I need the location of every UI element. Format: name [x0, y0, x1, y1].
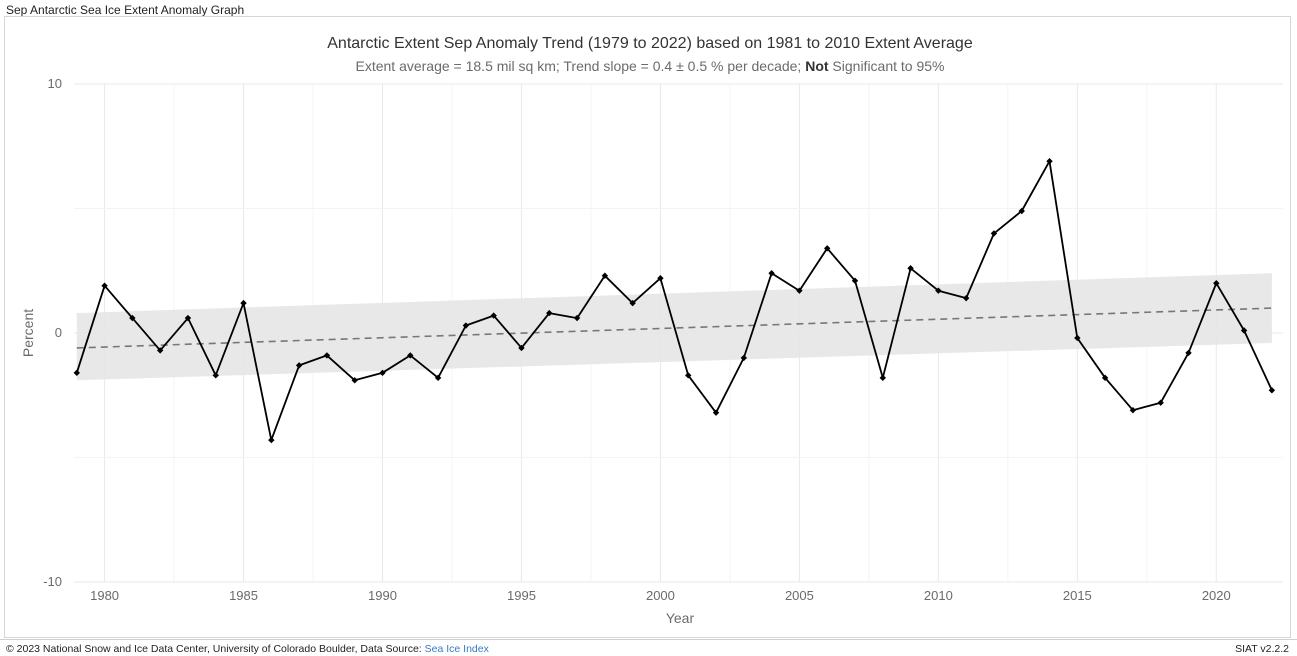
tick-labels: 1980 1985 1990 1995 2000 2005 2010 2015 2020 -10 0… — [43, 76, 1231, 603]
trend-line-layer — [76, 307, 1272, 349]
chart-frame — [4, 16, 1291, 638]
data-point — [490, 312, 497, 319]
data-point — [601, 272, 609, 279]
footer-credit-text: © 2023 National Snow and Ice Data Center… — [6, 643, 425, 655]
data-point — [156, 347, 164, 354]
data-point — [1157, 399, 1164, 406]
data-point — [685, 372, 692, 379]
data-point — [573, 314, 581, 322]
y-tick-label: 0 — [55, 325, 62, 340]
window-title: Sep Antarctic Sea Ice Extent Anomaly Gra… — [6, 3, 245, 17]
y-tick-label: -10 — [43, 574, 62, 589]
data-point — [518, 344, 525, 352]
data-point — [768, 270, 775, 277]
data-point — [962, 294, 970, 302]
y-tick-label: 10 — [48, 76, 62, 91]
data-point — [629, 299, 636, 307]
x-tick-label: 2010 — [924, 588, 953, 603]
trend-line — [76, 307, 1272, 349]
data-point — [657, 275, 664, 282]
footer-credit: © 2023 National Snow and Ice Data Center… — [6, 643, 489, 655]
data-point — [1046, 157, 1053, 165]
data-point — [295, 362, 303, 369]
x-tick-label: 2020 — [1202, 588, 1231, 603]
data-point — [240, 299, 247, 307]
chart-title: Antarctic Extent Sep Anomaly Trend (1979… — [327, 35, 973, 52]
x-tick-label: 1995 — [507, 588, 536, 603]
data-point — [434, 374, 442, 382]
data-point — [323, 352, 331, 359]
data-point — [212, 372, 219, 379]
footer: © 2023 National Snow and Ice Data Center… — [0, 639, 1297, 656]
data-point — [1129, 406, 1137, 414]
data-point — [796, 287, 803, 294]
data-point — [1185, 349, 1192, 357]
y-axis-title: Percent — [20, 309, 36, 357]
data-point — [1101, 374, 1109, 382]
data-point — [268, 436, 275, 444]
data-point — [351, 377, 358, 384]
version-label: SIAT v2.2.2 — [1235, 643, 1289, 655]
series-line — [75, 160, 1273, 442]
data-point — [740, 354, 748, 362]
x-tick-label: 1990 — [368, 588, 397, 603]
data-point — [379, 369, 386, 377]
x-tick-label: 1985 — [229, 588, 258, 603]
data-point — [1074, 334, 1081, 342]
data-point — [407, 352, 414, 359]
series-layer — [73, 157, 1276, 444]
x-tick-label: 2000 — [646, 588, 675, 603]
anomaly-chart: 1980 1985 1990 1995 2000 2005 2010 2015 2020 -10 0… — [20, 35, 1283, 626]
data-point — [101, 282, 108, 289]
data-point — [879, 374, 886, 382]
x-tick-label: 2015 — [1063, 588, 1092, 603]
data-point — [462, 322, 470, 329]
x-tick-label: 2005 — [785, 588, 814, 603]
x-axis-title: Year — [666, 610, 695, 626]
sea-ice-index-link[interactable]: Sea Ice Index — [424, 643, 489, 655]
data-point — [73, 369, 80, 377]
data-point — [823, 245, 831, 252]
data-point — [851, 277, 859, 284]
chart-subtitle: Extent average = 18.5 mil sq km; Trend s… — [355, 58, 944, 74]
data-point — [1268, 387, 1276, 394]
data-point — [712, 409, 720, 416]
x-tick-label: 1980 — [90, 588, 119, 603]
data-point — [184, 314, 192, 322]
data-point — [1213, 280, 1220, 287]
data-point — [1240, 327, 1248, 334]
data-point — [1018, 207, 1025, 215]
subtitle-prefix: Extent average = 18.5 mil sq km; Trend s… — [355, 58, 805, 74]
data-point — [990, 230, 998, 237]
subtitle-bold: Not — [805, 58, 829, 74]
data-point — [935, 287, 942, 294]
data-point — [546, 309, 553, 317]
subtitle-suffix: Significant to 95% — [829, 58, 945, 74]
data-point — [129, 314, 136, 322]
data-point — [907, 265, 914, 272]
